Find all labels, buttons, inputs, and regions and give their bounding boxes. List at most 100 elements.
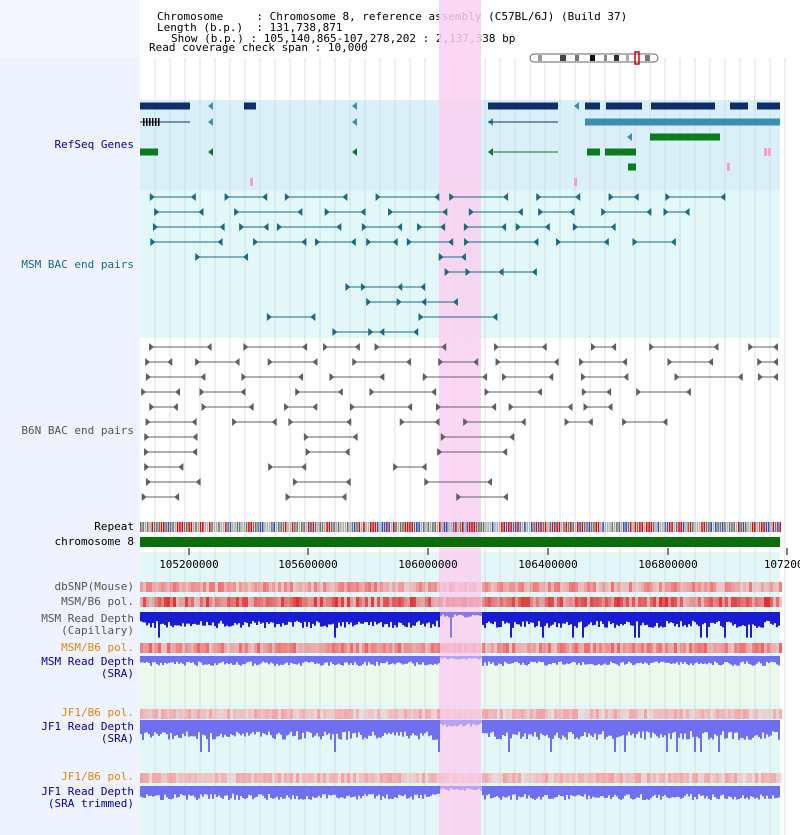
repeat-element xyxy=(174,522,177,532)
polymorphism-bin xyxy=(656,582,659,592)
repeat-element xyxy=(188,522,190,532)
polymorphism-bin xyxy=(683,643,686,653)
read-depth-bin xyxy=(416,786,418,795)
repeat-element xyxy=(652,522,655,532)
polymorphism-bin xyxy=(626,643,629,653)
read-depth-bin xyxy=(514,720,516,735)
polymorphism-bin xyxy=(203,643,206,653)
read-depth-bin xyxy=(288,720,290,735)
read-depth-bin xyxy=(188,656,190,662)
polymorphism-bin xyxy=(398,709,401,719)
read-depth-bin xyxy=(432,720,434,740)
polymorphism-bin xyxy=(506,709,509,719)
polymorphism-bin xyxy=(398,597,401,607)
read-depth-bin xyxy=(252,786,254,800)
read-depth-bin xyxy=(344,612,346,628)
read-depth-bin xyxy=(202,656,204,665)
read-depth-bin xyxy=(506,786,508,798)
polymorphism-bin xyxy=(554,643,557,653)
polymorphism-bin xyxy=(449,582,452,592)
read-depth-bin xyxy=(394,656,396,665)
read-depth-bin xyxy=(658,786,660,795)
read-depth-bin xyxy=(448,786,450,791)
polymorphism-bin xyxy=(467,773,470,783)
read-depth-bin xyxy=(684,656,686,662)
polymorphism-bin xyxy=(476,709,479,719)
track-label-b6n-bac[interactable]: B6N BAC end pairs xyxy=(21,424,134,437)
track-label-msm-pol[interactable]: MSM/B6 pol. xyxy=(61,595,134,608)
track-label-msm-depth-capillary[interactable]: MSM Read Depth (Capillary) xyxy=(41,613,134,637)
read-depth-bin xyxy=(164,612,166,626)
read-depth-bin xyxy=(288,612,290,622)
read-depth-bin xyxy=(402,720,404,737)
read-depth-bin xyxy=(498,656,500,664)
polymorphism-bin xyxy=(503,597,506,607)
bac-end-marker xyxy=(366,298,372,306)
polymorphism-bin xyxy=(383,709,386,719)
polymorphism-bin xyxy=(170,597,173,607)
read-depth-bin xyxy=(320,720,322,740)
track-label-jf1-depth-trimmed[interactable]: JF1 Read Depth (SRA trimmed) xyxy=(41,786,134,810)
bac-end-marker xyxy=(143,448,149,456)
track-label-msm-depth-sra[interactable]: MSM Read Depth (SRA) xyxy=(41,656,134,680)
track-label-dbsnp[interactable]: dbSNP(Mouse) xyxy=(54,580,134,593)
track-label-jf1-pol[interactable]: JF1/B6 pol. xyxy=(61,706,134,719)
read-depth-bin xyxy=(626,656,628,664)
polymorphism-bin xyxy=(620,582,623,592)
polymorphism-bin xyxy=(749,597,752,607)
polymorphism-bin xyxy=(734,597,737,607)
track-label-sidebar xyxy=(0,0,140,835)
read-depth-bin xyxy=(670,720,672,739)
track-label-msm-bac[interactable]: MSM BAC end pairs xyxy=(21,258,134,271)
polymorphism-bin xyxy=(305,709,308,719)
repeat-element xyxy=(563,522,565,532)
track-label-jf1-pol-trimmed[interactable]: JF1/B6 pol. xyxy=(61,770,134,783)
read-depth-bin xyxy=(774,786,776,799)
read-depth-bin xyxy=(440,720,442,725)
repeat-element xyxy=(466,522,469,532)
bac-end-marker xyxy=(219,223,225,231)
read-depth-bin xyxy=(190,786,192,796)
read-depth-bin xyxy=(458,612,460,616)
repeat-element xyxy=(411,522,413,532)
polymorphism-bin xyxy=(491,582,494,592)
read-depth-bin xyxy=(246,656,248,663)
repeat-element xyxy=(558,522,561,532)
read-depth-bin xyxy=(702,612,704,625)
repeat-element xyxy=(266,522,269,532)
gene-exon xyxy=(244,102,256,110)
polymorphism-bin xyxy=(188,582,191,592)
read-depth-bin xyxy=(618,720,620,737)
polymorphism-bin xyxy=(662,773,665,783)
polymorphism-bin xyxy=(221,643,224,653)
read-depth-bin xyxy=(584,720,586,733)
polymorphism-bin xyxy=(428,597,431,607)
read-depth-bin xyxy=(354,720,356,734)
track-label-jf1-depth[interactable]: JF1 Read Depth (SRA) xyxy=(41,721,134,745)
read-depth-bin xyxy=(442,720,444,726)
read-depth-bin xyxy=(204,786,206,795)
read-depth-bin xyxy=(636,612,638,622)
track-label-repeat[interactable]: Repeat xyxy=(94,520,134,533)
polymorphism-bin xyxy=(533,582,536,592)
polymorphism-bin xyxy=(614,773,617,783)
read-depth-bin xyxy=(760,786,762,795)
track-label-refseq[interactable]: RefSeq Genes xyxy=(54,138,134,151)
gene-pseudo-mark xyxy=(250,178,253,186)
read-depth-bin xyxy=(680,786,682,799)
bac-end-marker xyxy=(487,478,493,486)
track-label-chromosome[interactable]: chromosome 8 xyxy=(54,535,134,548)
polymorphism-bin xyxy=(680,643,683,653)
read-depth-bin xyxy=(720,786,722,796)
repeat-element xyxy=(445,522,448,532)
polymorphism-bin xyxy=(386,773,389,783)
read-depth-bin xyxy=(388,720,390,733)
polymorphism-bin xyxy=(773,709,776,719)
track-label-msm-pol-sra[interactable]: MSM/B6 pol. xyxy=(61,641,134,654)
read-depth-bin xyxy=(776,656,778,665)
polymorphism-bin xyxy=(689,643,692,653)
read-depth-bin xyxy=(702,656,704,665)
repeat-element xyxy=(673,522,676,532)
read-depth-bin xyxy=(536,786,538,799)
